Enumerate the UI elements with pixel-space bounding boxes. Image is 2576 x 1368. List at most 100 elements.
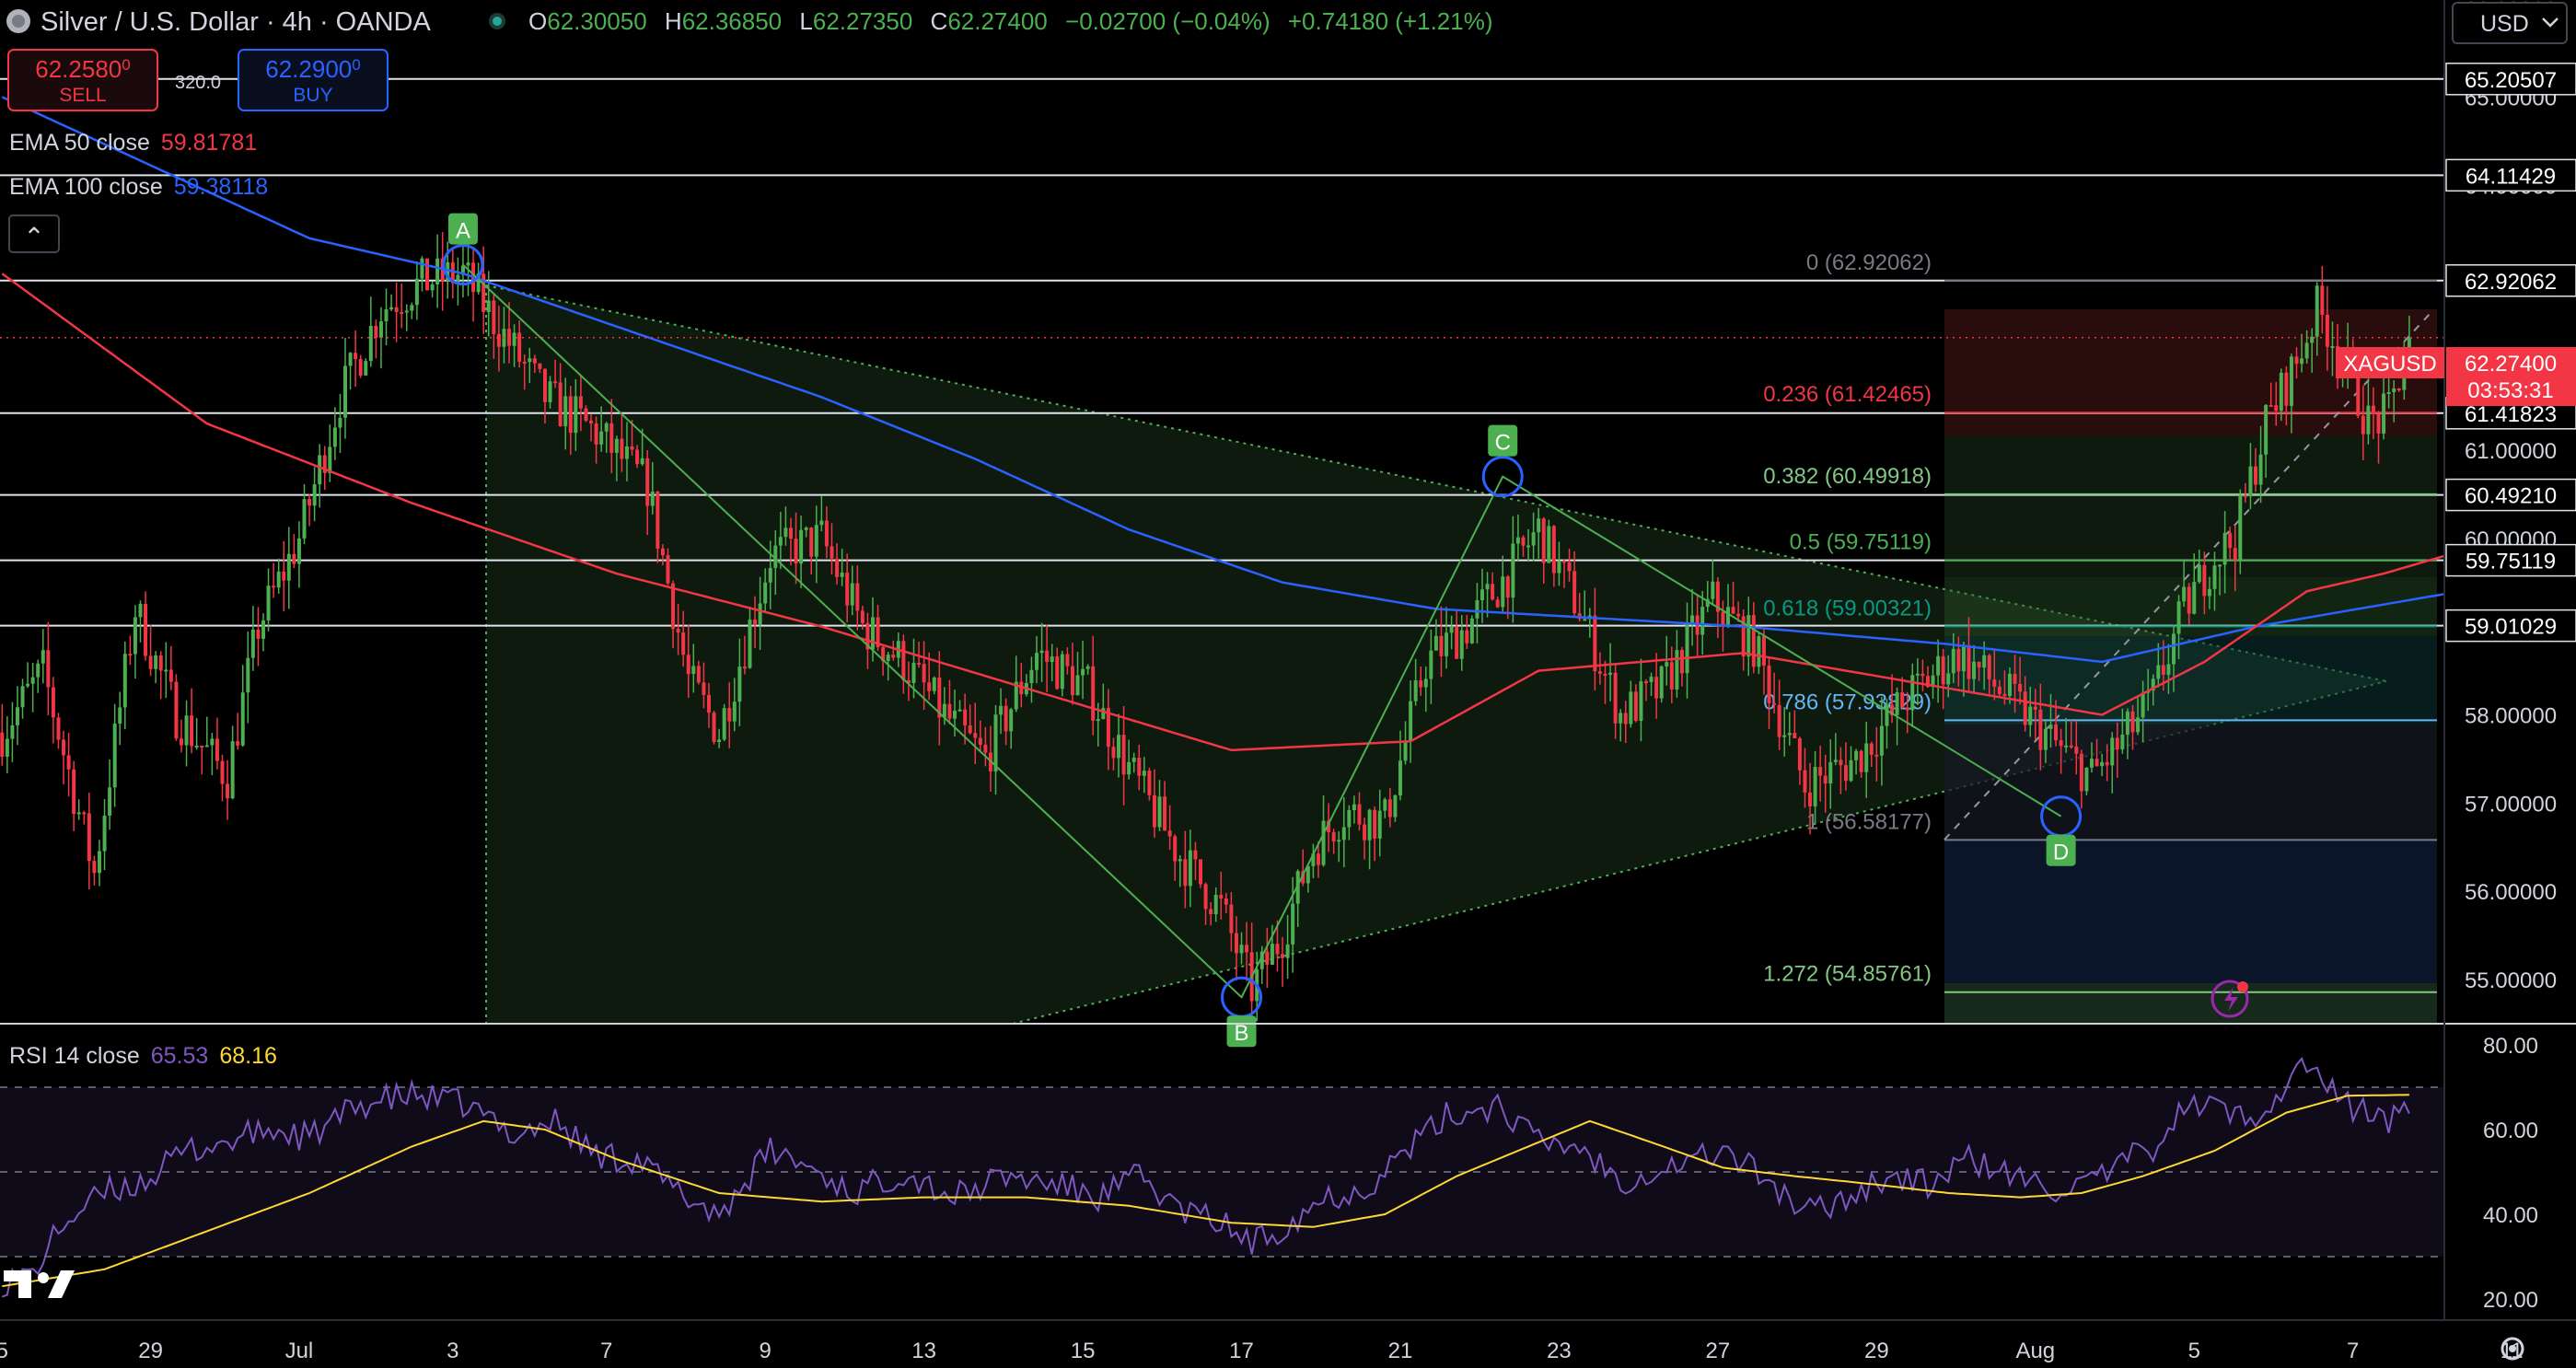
candle-body-121 [620, 438, 624, 459]
candle-body-372 [1905, 707, 1909, 711]
candle-body-177 [906, 679, 911, 683]
sell-price-sup[interactable]: 0 [122, 56, 130, 74]
fib-label-4: 0.618 (59.00321) [1763, 596, 1932, 620]
rsi-legend[interactable]: RSI 14 close 65.53 68.16 [9, 1043, 277, 1069]
candle-body-198 [1014, 681, 1018, 710]
candle-body-34 [174, 681, 179, 739]
candle-body-97 [496, 333, 501, 347]
chevron-up-icon[interactable]: ⌃ [23, 223, 44, 251]
candle-body-40 [204, 745, 209, 748]
alert-icon-ring[interactable] [2210, 980, 2249, 1018]
candle-body-377 [1931, 675, 1935, 688]
candle-body-394 [2018, 683, 2023, 692]
candle-body-130 [666, 555, 670, 584]
tradingview-logo[interactable] [4, 1270, 75, 1298]
candle-body-468 [2396, 388, 2401, 391]
buy-price-sup[interactable]: 0 [352, 56, 360, 74]
candle-body-265 [1357, 804, 1362, 825]
collapse-button-bg[interactable] [8, 214, 60, 253]
sell-price-main[interactable]: 62.2580 [35, 55, 122, 83]
candle-body-343 [1757, 636, 1761, 667]
rsi-axis[interactable]: 80.00 60.00 40.00 20.00 [2483, 1034, 2538, 1313]
ema50-legend[interactable]: EMA 50 close 59.81781 [9, 130, 257, 156]
tv-logo-dot[interactable] [38, 1272, 49, 1283]
buy-label[interactable]: BUY [293, 85, 332, 106]
candle-body-465 [2382, 393, 2386, 434]
candle-body-344 [1761, 636, 1766, 666]
candles [0, 232, 2411, 1024]
candle-body-413 [2115, 737, 2119, 750]
candle-body-43 [220, 760, 225, 784]
candle-body-321 [1644, 681, 1649, 684]
candle-body-77 [394, 307, 399, 312]
candle-body-116 [594, 423, 598, 445]
fib-label-5: 0.786 (57.93829) [1763, 690, 1932, 714]
sell-label[interactable]: SELL [59, 85, 106, 106]
buy-price[interactable]: 62.29000 [265, 55, 360, 83]
currency-button-bg[interactable] [2452, 2, 2568, 44]
ema100-legend[interactable]: EMA 100 close 59.38118 [9, 174, 268, 200]
collapse-legend-button[interactable]: ⌃ [8, 214, 60, 253]
candle-body-261 [1337, 840, 1341, 842]
sell-button[interactable]: 62.25800 SELL [7, 49, 158, 111]
candle-body-8 [41, 650, 45, 664]
candle-body-48 [246, 657, 250, 693]
candle-body-356 [1823, 775, 1828, 784]
sell-price[interactable]: 62.25800 [35, 55, 130, 83]
pattern-label-bg-D [2046, 834, 2076, 866]
candle-body-251 [1285, 944, 1290, 958]
candle-body-387 [1982, 655, 1987, 668]
symbol-title[interactable]: Silver / U.S. Dollar · 4h · OANDA [41, 7, 431, 37]
candle-body-314 [1608, 672, 1613, 675]
lightning-icon[interactable] [2224, 987, 2238, 1012]
candle-body-2 [10, 725, 15, 739]
candle-body-87 [446, 261, 450, 282]
buy-button-bg[interactable] [238, 49, 389, 111]
sell-button-bg[interactable] [7, 49, 158, 111]
currency-label[interactable]: USD [2480, 11, 2529, 37]
time-axis[interactable]: 529Jul37913151721232729Aug5711 [0, 1339, 2524, 1363]
candle-body-318 [1629, 691, 1633, 725]
trend-line-dashed [1944, 312, 2431, 841]
candle-body-334 [1711, 581, 1715, 599]
candle-body-453 [2320, 285, 2325, 315]
price-tick-8: 58.00000 [2465, 703, 2557, 728]
candle-body-358 [1833, 759, 1838, 762]
currency-button[interactable]: USD [2452, 2, 2568, 44]
settings-gear-icon[interactable] [2501, 1337, 2524, 1361]
candle-body-4 [20, 686, 25, 708]
alert-icon[interactable] [2210, 980, 2249, 1018]
candle-body-273 [1398, 760, 1402, 796]
candle-body-270 [1383, 799, 1387, 811]
buy-price-main[interactable]: 62.2900 [265, 55, 352, 83]
time-tick-7: 15 [1071, 1339, 1096, 1363]
candle-body-118 [604, 423, 609, 432]
tv-logo-slash[interactable] [48, 1270, 75, 1298]
candle-body-351 [1797, 737, 1802, 771]
price-tick-10: 56.00000 [2465, 880, 2557, 905]
candle-body-369 [1890, 704, 1895, 715]
candle-body-279 [1429, 650, 1433, 679]
h-label: H [665, 7, 682, 35]
pattern-point-ring-A [442, 244, 484, 286]
buy-button[interactable]: 62.29000 BUY [238, 49, 389, 111]
candle-body-190 [973, 733, 978, 738]
candle-body-299 [1531, 532, 1536, 546]
candle-body-423 [2166, 664, 2171, 675]
candle-body-450 [2304, 342, 2309, 359]
candle-body-305 [1561, 561, 1566, 563]
level-tag-3: 61.41823 [2465, 402, 2557, 427]
candle-body-345 [1767, 665, 1771, 703]
time-tick-5: 9 [759, 1339, 771, 1363]
candle-body-82 [420, 258, 424, 279]
candle-body-240 [1229, 904, 1234, 933]
candle-body-296 [1515, 537, 1520, 544]
chevron-down-icon[interactable] [2542, 17, 2559, 28]
candle-body-183 [937, 678, 942, 718]
candle-body-340 [1741, 616, 1746, 657]
tv-logo-mark[interactable] [4, 1270, 31, 1298]
candle-body-102 [522, 361, 527, 364]
candle-body-438 [2243, 494, 2247, 497]
candle-body-263 [1347, 810, 1352, 828]
